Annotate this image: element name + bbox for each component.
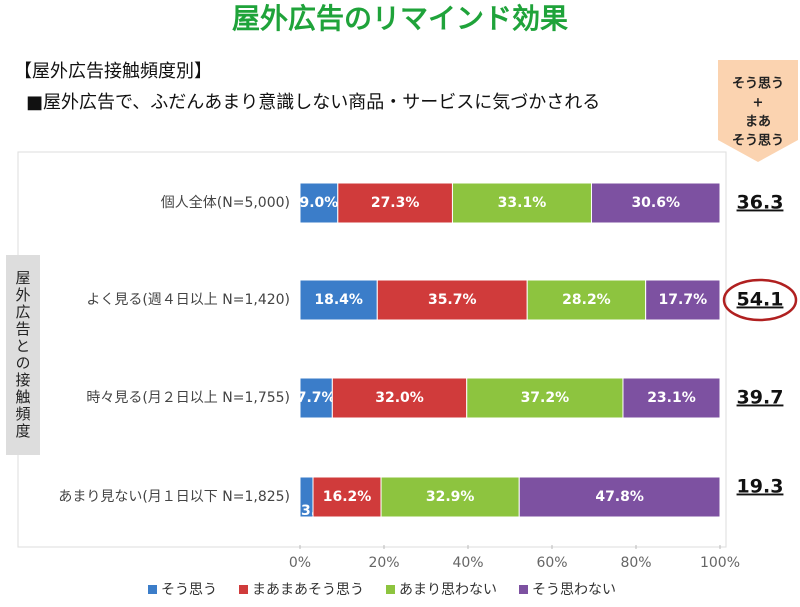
total-header: そう思う [732,134,784,149]
legend-swatch [386,585,395,594]
total-header-box [718,60,798,162]
highlight-circle [722,278,798,322]
bar-segment [518,476,721,518]
value-label: 27.3% [371,195,420,211]
category-label: よく見る(週４日以上 N=1,420) [86,292,290,308]
value-label: 33.1% [498,195,547,211]
value-label: 32.9% [426,489,475,505]
value-label: 35.7% [428,292,477,308]
total-header: まあ [745,115,771,130]
x-tick-label: 20% [368,555,399,571]
x-tick-label: 60% [536,555,567,571]
bar-segment [299,279,378,321]
value-label: 47.8% [595,489,644,505]
bar-segment [645,279,721,321]
bar-segment [590,182,721,224]
value-label: 9.0% [299,195,338,211]
value-label: 17.7% [659,292,708,308]
value-label: 7.7% [297,390,336,406]
value-label: 18.4% [314,292,363,308]
x-tick-label: 40% [452,555,483,571]
x-tick-label: 100% [700,555,740,571]
value-label: 28.2% [562,292,611,308]
section-label: 【屋外広告接触頻度別】 [14,61,212,82]
total-header: + [753,96,764,111]
total-value: 36.3 [737,192,784,214]
total-header: そう思う [732,77,784,92]
category-label: あまり見ない(月１日以下 N=1,825) [58,489,290,505]
legend-swatch [239,585,248,594]
category-label: 時々見る(月２日以上 N=1,755) [86,390,290,406]
category-label: 個人全体(N=5,000) [161,194,290,211]
value-label: 32.0% [375,390,424,406]
legend-label: まあまあそう思う [252,582,364,598]
bar-segment [331,377,468,419]
legend-label: そう思う [161,582,217,598]
value-label: 16.2% [323,489,372,505]
x-tick-label: 80% [620,555,651,571]
bar-segment [312,476,382,518]
bar-segment [299,377,333,419]
total-value: 19.3 [737,476,784,498]
subtitle: ■屋外広告で、ふだんあまり意識しない商品・サービスに気づかされる [26,92,600,113]
bar-segment [451,182,592,224]
legend-label: そう思わない [532,582,616,598]
value-label: 30.6% [631,195,680,211]
x-tick-label: 0% [289,555,311,571]
value-label: 23.1% [647,390,696,406]
total-value: 54.1 [737,289,784,311]
bar-segment [466,377,624,419]
value-label: 37.2% [521,390,570,406]
legend-swatch [148,585,157,594]
total-value: 39.7 [737,387,784,409]
y-axis-label: 屋外広告との接触頻度 [6,255,40,455]
legend-label: あまり思わない [399,582,497,598]
bar-segment [526,279,647,321]
bar-segment [380,476,520,518]
bar-segment [376,279,528,321]
chart-title: 屋外広告のリマインド効果 [232,2,568,35]
bar-segment [622,377,721,419]
legend-swatch [519,585,528,594]
